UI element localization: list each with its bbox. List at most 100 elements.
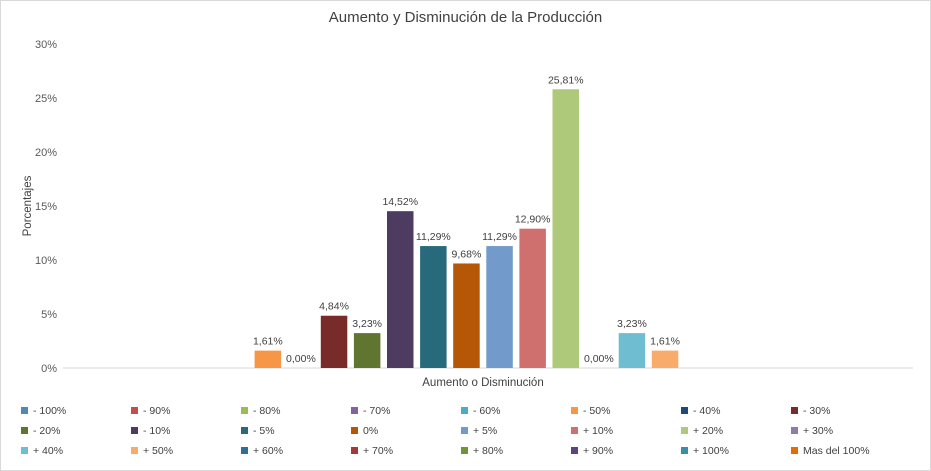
bar-group (254, 89, 679, 368)
legend-item: + 100% (681, 444, 791, 457)
bar (320, 315, 348, 368)
bar (519, 228, 546, 368)
y-tick-label: 25% (35, 93, 57, 105)
y-tick-label: 30% (35, 39, 57, 51)
legend-label: Mas del 100% (803, 444, 870, 457)
legend-item: + 80% (461, 444, 571, 457)
legend-label: + 10% (583, 424, 614, 437)
legend-item: + 30% (791, 424, 901, 437)
data-label: 12,90% (515, 214, 551, 226)
legend-swatch (241, 427, 248, 434)
legend-item: + 60% (241, 444, 351, 457)
legend-item: - 100% (21, 404, 131, 417)
legend-swatch (21, 407, 28, 414)
legend-item: Mas del 100% (791, 444, 901, 457)
chart-title: Aumento y Disminución de la Producción (328, 9, 603, 26)
data-label-group: 1,61%0,00%4,84%3,23%14,52%11,29%9,68%11,… (253, 74, 680, 365)
data-label: 0,00% (286, 353, 316, 365)
legend-label: + 70% (363, 444, 394, 457)
data-label: 0,00% (584, 353, 614, 365)
legend-item: + 20% (681, 424, 791, 437)
legend-swatch (131, 407, 138, 414)
legend-item: - 60% (461, 404, 571, 417)
legend-item: 0% (351, 424, 461, 437)
y-axis-ticks: 0% 5% 10% 15% 20% 25% 30% (35, 39, 57, 375)
legend-label: + 20% (693, 424, 724, 437)
y-tick-label: 10% (35, 255, 57, 267)
chart-plot: 0%5%10%15%20%25%30% 1,61%0,00%4,84%3,23%… (22, 39, 913, 389)
bar (387, 211, 414, 368)
bar (453, 263, 480, 368)
legend-label: - 60% (473, 404, 501, 417)
bar (552, 89, 579, 368)
legend-label: + 90% (583, 444, 614, 457)
data-label: 14,52% (382, 196, 418, 208)
bar (618, 333, 646, 368)
legend-label: - 10% (143, 424, 171, 437)
legend-item: - 90% (131, 404, 241, 417)
legend-label: - 5% (253, 424, 275, 437)
legend-item: + 10% (571, 424, 681, 437)
legend-label: + 100% (693, 444, 729, 457)
legend-swatch (241, 407, 248, 414)
legend-label: - 20% (33, 424, 61, 437)
legend-item: - 70% (351, 404, 461, 417)
legend-label: - 40% (693, 404, 721, 417)
legend: - 100% - 90% - 80% - 70% - 60% - 50% - 40% - 30… (21, 404, 901, 457)
legend-swatch (681, 407, 688, 414)
legend-swatch (131, 447, 138, 454)
legend-swatch (351, 447, 358, 454)
legend-item: + 50% (131, 444, 241, 457)
legend-swatch (571, 427, 578, 434)
legend-item: - 50% (571, 404, 681, 417)
data-label: 3,23% (352, 318, 382, 330)
legend-label: - 100% (33, 404, 67, 417)
legend-label: + 50% (143, 444, 174, 457)
data-label: 11,29% (482, 231, 517, 243)
legend-swatch (351, 427, 358, 434)
legend-label: + 60% (253, 444, 284, 457)
bar (254, 350, 282, 368)
legend-swatch (681, 427, 688, 434)
y-tick-label: 5% (41, 309, 57, 321)
legend-item: - 80% (241, 404, 351, 417)
y-tick-label: 20% (35, 147, 57, 159)
legend-swatch (461, 427, 468, 434)
x-axis-title: Aumento o Disminución (422, 377, 543, 389)
legend-item: + 70% (351, 444, 461, 457)
legend-item: - 10% (131, 424, 241, 437)
legend-swatch (791, 427, 798, 434)
legend-swatch (131, 427, 138, 434)
legend-swatch (571, 447, 578, 454)
legend-swatch (571, 407, 578, 414)
legend-swatch (21, 427, 28, 434)
legend-item: - 5% (241, 424, 351, 437)
data-label: 4,84% (319, 301, 349, 313)
legend-item: - 30% (791, 404, 901, 417)
legend-swatch (791, 407, 798, 414)
legend-swatch (21, 447, 28, 454)
legend-label: + 80% (473, 444, 504, 457)
legend-item: + 90% (571, 444, 681, 457)
legend-item: + 5% (461, 424, 571, 437)
legend-label: + 5% (473, 424, 498, 437)
data-label: 1,61% (650, 336, 680, 348)
bar (420, 246, 447, 368)
legend-label: - 50% (583, 404, 611, 417)
data-label: 1,61% (253, 336, 283, 348)
legend-swatch (351, 407, 358, 414)
y-tick-label: 0% (41, 363, 57, 375)
legend-label: - 30% (803, 404, 831, 417)
legend-swatch (241, 447, 248, 454)
legend-item: - 20% (21, 424, 131, 437)
data-label: 9,68% (452, 248, 482, 260)
data-label: 11,29% (416, 231, 451, 243)
bar (486, 246, 513, 368)
legend-label: + 40% (33, 444, 64, 457)
y-tick-label: 15% (35, 201, 57, 213)
bar (651, 350, 679, 368)
data-label: 3,23% (617, 318, 647, 330)
legend-item: - 40% (681, 404, 791, 417)
legend-label: 0% (363, 424, 379, 437)
